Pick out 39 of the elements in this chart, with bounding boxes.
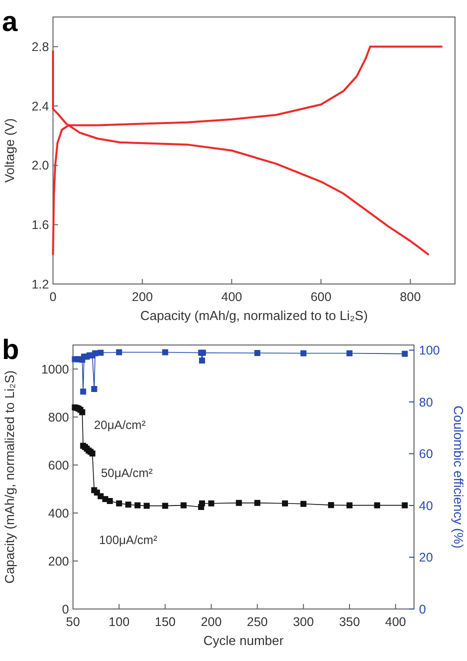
y2-tick-label: 60 bbox=[419, 447, 433, 462]
annotation: 20μA/cm² bbox=[94, 418, 146, 432]
x-tick-label: 300 bbox=[292, 615, 314, 629]
annotation: 100μA/cm² bbox=[99, 533, 158, 547]
chart-title: a bbox=[2, 6, 18, 37]
x-tick-label: 200 bbox=[200, 615, 222, 629]
y-axis-title: Voltage (V) bbox=[2, 118, 17, 183]
y2-tick-label: 80 bbox=[419, 395, 433, 410]
y-tick-label: 1.6 bbox=[32, 218, 50, 232]
y-tick-label: 1.2 bbox=[32, 277, 50, 292]
y-tick-label: 200 bbox=[48, 554, 70, 568]
x-tick-label: 400 bbox=[385, 615, 406, 629]
x-axis-title: Cycle number bbox=[203, 633, 284, 648]
y-tick-label: 2.4 bbox=[32, 99, 50, 114]
annotation: 50μA/cm² bbox=[101, 466, 153, 480]
x-tick-label: 150 bbox=[154, 615, 176, 629]
y-tick-label: 600 bbox=[48, 458, 70, 472]
y-tick-label: 1000 bbox=[41, 362, 70, 376]
y2-tick-label: 100 bbox=[419, 344, 440, 358]
x-tick-label: 800 bbox=[400, 290, 421, 304]
x-tick-label: 400 bbox=[221, 290, 242, 304]
y2-tick-label: 0 bbox=[419, 602, 426, 616]
x-tick-label: 350 bbox=[339, 615, 360, 629]
chart-title: b bbox=[2, 334, 20, 365]
x-tick-label: 50 bbox=[66, 615, 80, 629]
x-tick-label: 200 bbox=[132, 290, 153, 304]
y2-axis-title: Coulombic efficiency (%) bbox=[451, 406, 466, 548]
y2-tick-label: 40 bbox=[419, 498, 433, 513]
y-tick-label: 0 bbox=[62, 602, 70, 616]
y2-tick-label: 20 bbox=[419, 550, 433, 565]
y-tick-label: 400 bbox=[48, 506, 70, 520]
y-axis-title: Capacity (mAh/g, normalized to Li₂S) bbox=[2, 370, 17, 584]
y-tick-label: 2.8 bbox=[32, 40, 50, 54]
x-tick-label: 100 bbox=[108, 615, 130, 629]
y-tick-label: 2.0 bbox=[32, 158, 50, 173]
x-tick-label: 600 bbox=[310, 290, 332, 304]
x-tick-label: 250 bbox=[246, 615, 268, 629]
y-tick-label: 800 bbox=[48, 410, 70, 424]
x-axis-title: Capacity (mAh/g, normalized to to Li₂S) bbox=[140, 308, 368, 323]
